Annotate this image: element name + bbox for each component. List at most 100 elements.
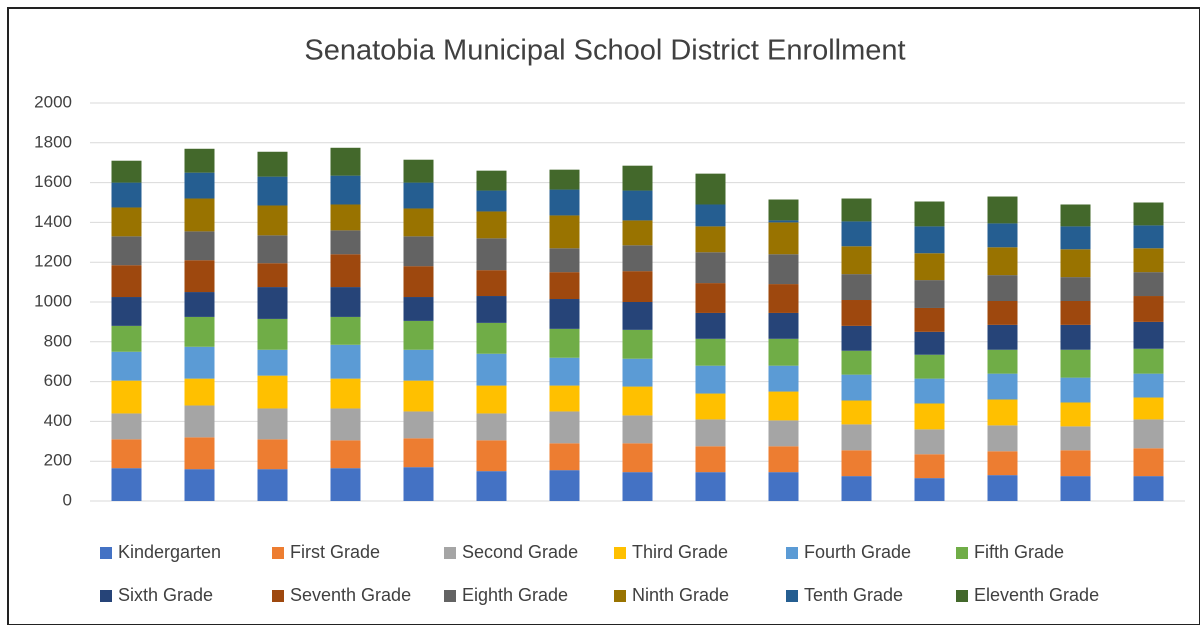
bar-segment	[987, 475, 1018, 501]
bar-segment	[841, 424, 872, 451]
bar-segment	[330, 147, 361, 176]
bar-segment	[184, 316, 215, 347]
bar-segment	[1133, 448, 1164, 477]
bar-segment	[330, 175, 361, 205]
bar-segment	[476, 385, 507, 414]
bar-segment	[257, 235, 288, 264]
bar-segment	[622, 443, 653, 473]
bar-segment	[111, 265, 142, 298]
bar-segment	[841, 325, 872, 351]
bar-segment	[549, 215, 580, 249]
bar-segment	[549, 189, 580, 216]
bar-segment	[768, 312, 799, 339]
bar-segment	[549, 272, 580, 300]
bar-segment	[111, 236, 142, 266]
legend-label: First Grade	[290, 542, 380, 562]
bar-segment	[622, 386, 653, 416]
bar-segment	[257, 287, 288, 319]
bar-segment	[403, 411, 434, 439]
legend-swatch	[614, 590, 626, 602]
bar-segment	[330, 230, 361, 255]
bar-segment	[549, 470, 580, 501]
bar-segment	[184, 198, 215, 232]
bar-segment	[987, 399, 1018, 426]
bar-segment	[1133, 373, 1164, 398]
bar-segment	[549, 328, 580, 358]
bar-segment	[549, 411, 580, 444]
bar-segment	[841, 221, 872, 247]
bar-segment	[1133, 202, 1164, 226]
bar-segment	[1060, 426, 1091, 451]
bar-segment	[111, 325, 142, 352]
bar-segment	[841, 476, 872, 501]
bar-segment	[1060, 377, 1091, 403]
bar-segment	[476, 170, 507, 191]
bar-segment	[403, 159, 434, 183]
bar-segment	[549, 169, 580, 190]
bar-segment	[1060, 301, 1091, 325]
y-tick-label: 2000	[34, 92, 72, 111]
bar-segment	[257, 151, 288, 177]
bar-segment	[257, 439, 288, 470]
bar-segment	[476, 471, 507, 501]
bar-segment	[768, 391, 799, 421]
bar-segment	[695, 393, 726, 420]
bar-segment	[111, 297, 142, 326]
bar-segment	[768, 220, 799, 223]
legend-swatch	[786, 590, 798, 602]
bar-segment	[111, 351, 142, 381]
legend-label: Fifth Grade	[974, 542, 1064, 562]
bar-segment	[1060, 402, 1091, 427]
bar-segment	[622, 472, 653, 501]
bar-segment	[914, 454, 945, 479]
bar-segment	[695, 173, 726, 205]
bar-segment	[987, 223, 1018, 248]
y-tick-label: 1800	[34, 132, 72, 151]
bar-segment	[987, 451, 1018, 476]
bar-segment	[914, 403, 945, 430]
legend-swatch	[100, 590, 112, 602]
bar-segment	[184, 469, 215, 501]
bar-segment	[330, 287, 361, 317]
bar-segment	[476, 238, 507, 271]
bar-segment	[549, 357, 580, 386]
bar-segment	[111, 413, 142, 440]
y-tick-label: 1000	[34, 291, 72, 310]
legend-swatch	[786, 547, 798, 559]
legend-swatch	[272, 590, 284, 602]
bar-segment	[695, 226, 726, 253]
bar-segment	[1133, 419, 1164, 449]
bar-segment	[622, 220, 653, 246]
chart-title: Senatobia Municipal School District Enro…	[304, 35, 905, 67]
y-tick-label: 1200	[34, 252, 72, 271]
bar-segment	[768, 472, 799, 501]
bar-segment	[1060, 277, 1091, 302]
bar-segment	[403, 438, 434, 468]
bar-segment	[257, 408, 288, 440]
bar-segment	[622, 271, 653, 302]
bar-segment	[403, 349, 434, 381]
legend-swatch	[614, 547, 626, 559]
bar-segment	[695, 283, 726, 313]
legend-label: Eleventh Grade	[974, 585, 1099, 605]
bar-segment	[914, 478, 945, 501]
bar-segment	[184, 346, 215, 379]
bar-segment	[111, 160, 142, 183]
y-tick-label: 0	[63, 490, 72, 509]
bar-segment	[1060, 204, 1091, 227]
bar-segment	[330, 408, 361, 441]
bar-segment	[914, 378, 945, 404]
bar-segment	[257, 375, 288, 409]
bar-segment	[1060, 349, 1091, 378]
bar-segment	[622, 302, 653, 330]
bar-segment	[1133, 348, 1164, 374]
bar-segment	[403, 266, 434, 298]
bar-segment	[914, 226, 945, 254]
bar-segment	[695, 312, 726, 339]
bar-segment	[987, 324, 1018, 350]
bar-segment	[549, 443, 580, 471]
bar-segment	[695, 472, 726, 501]
bar-segment	[330, 316, 361, 345]
bar-segment	[768, 199, 799, 221]
bar-segment	[1060, 476, 1091, 501]
